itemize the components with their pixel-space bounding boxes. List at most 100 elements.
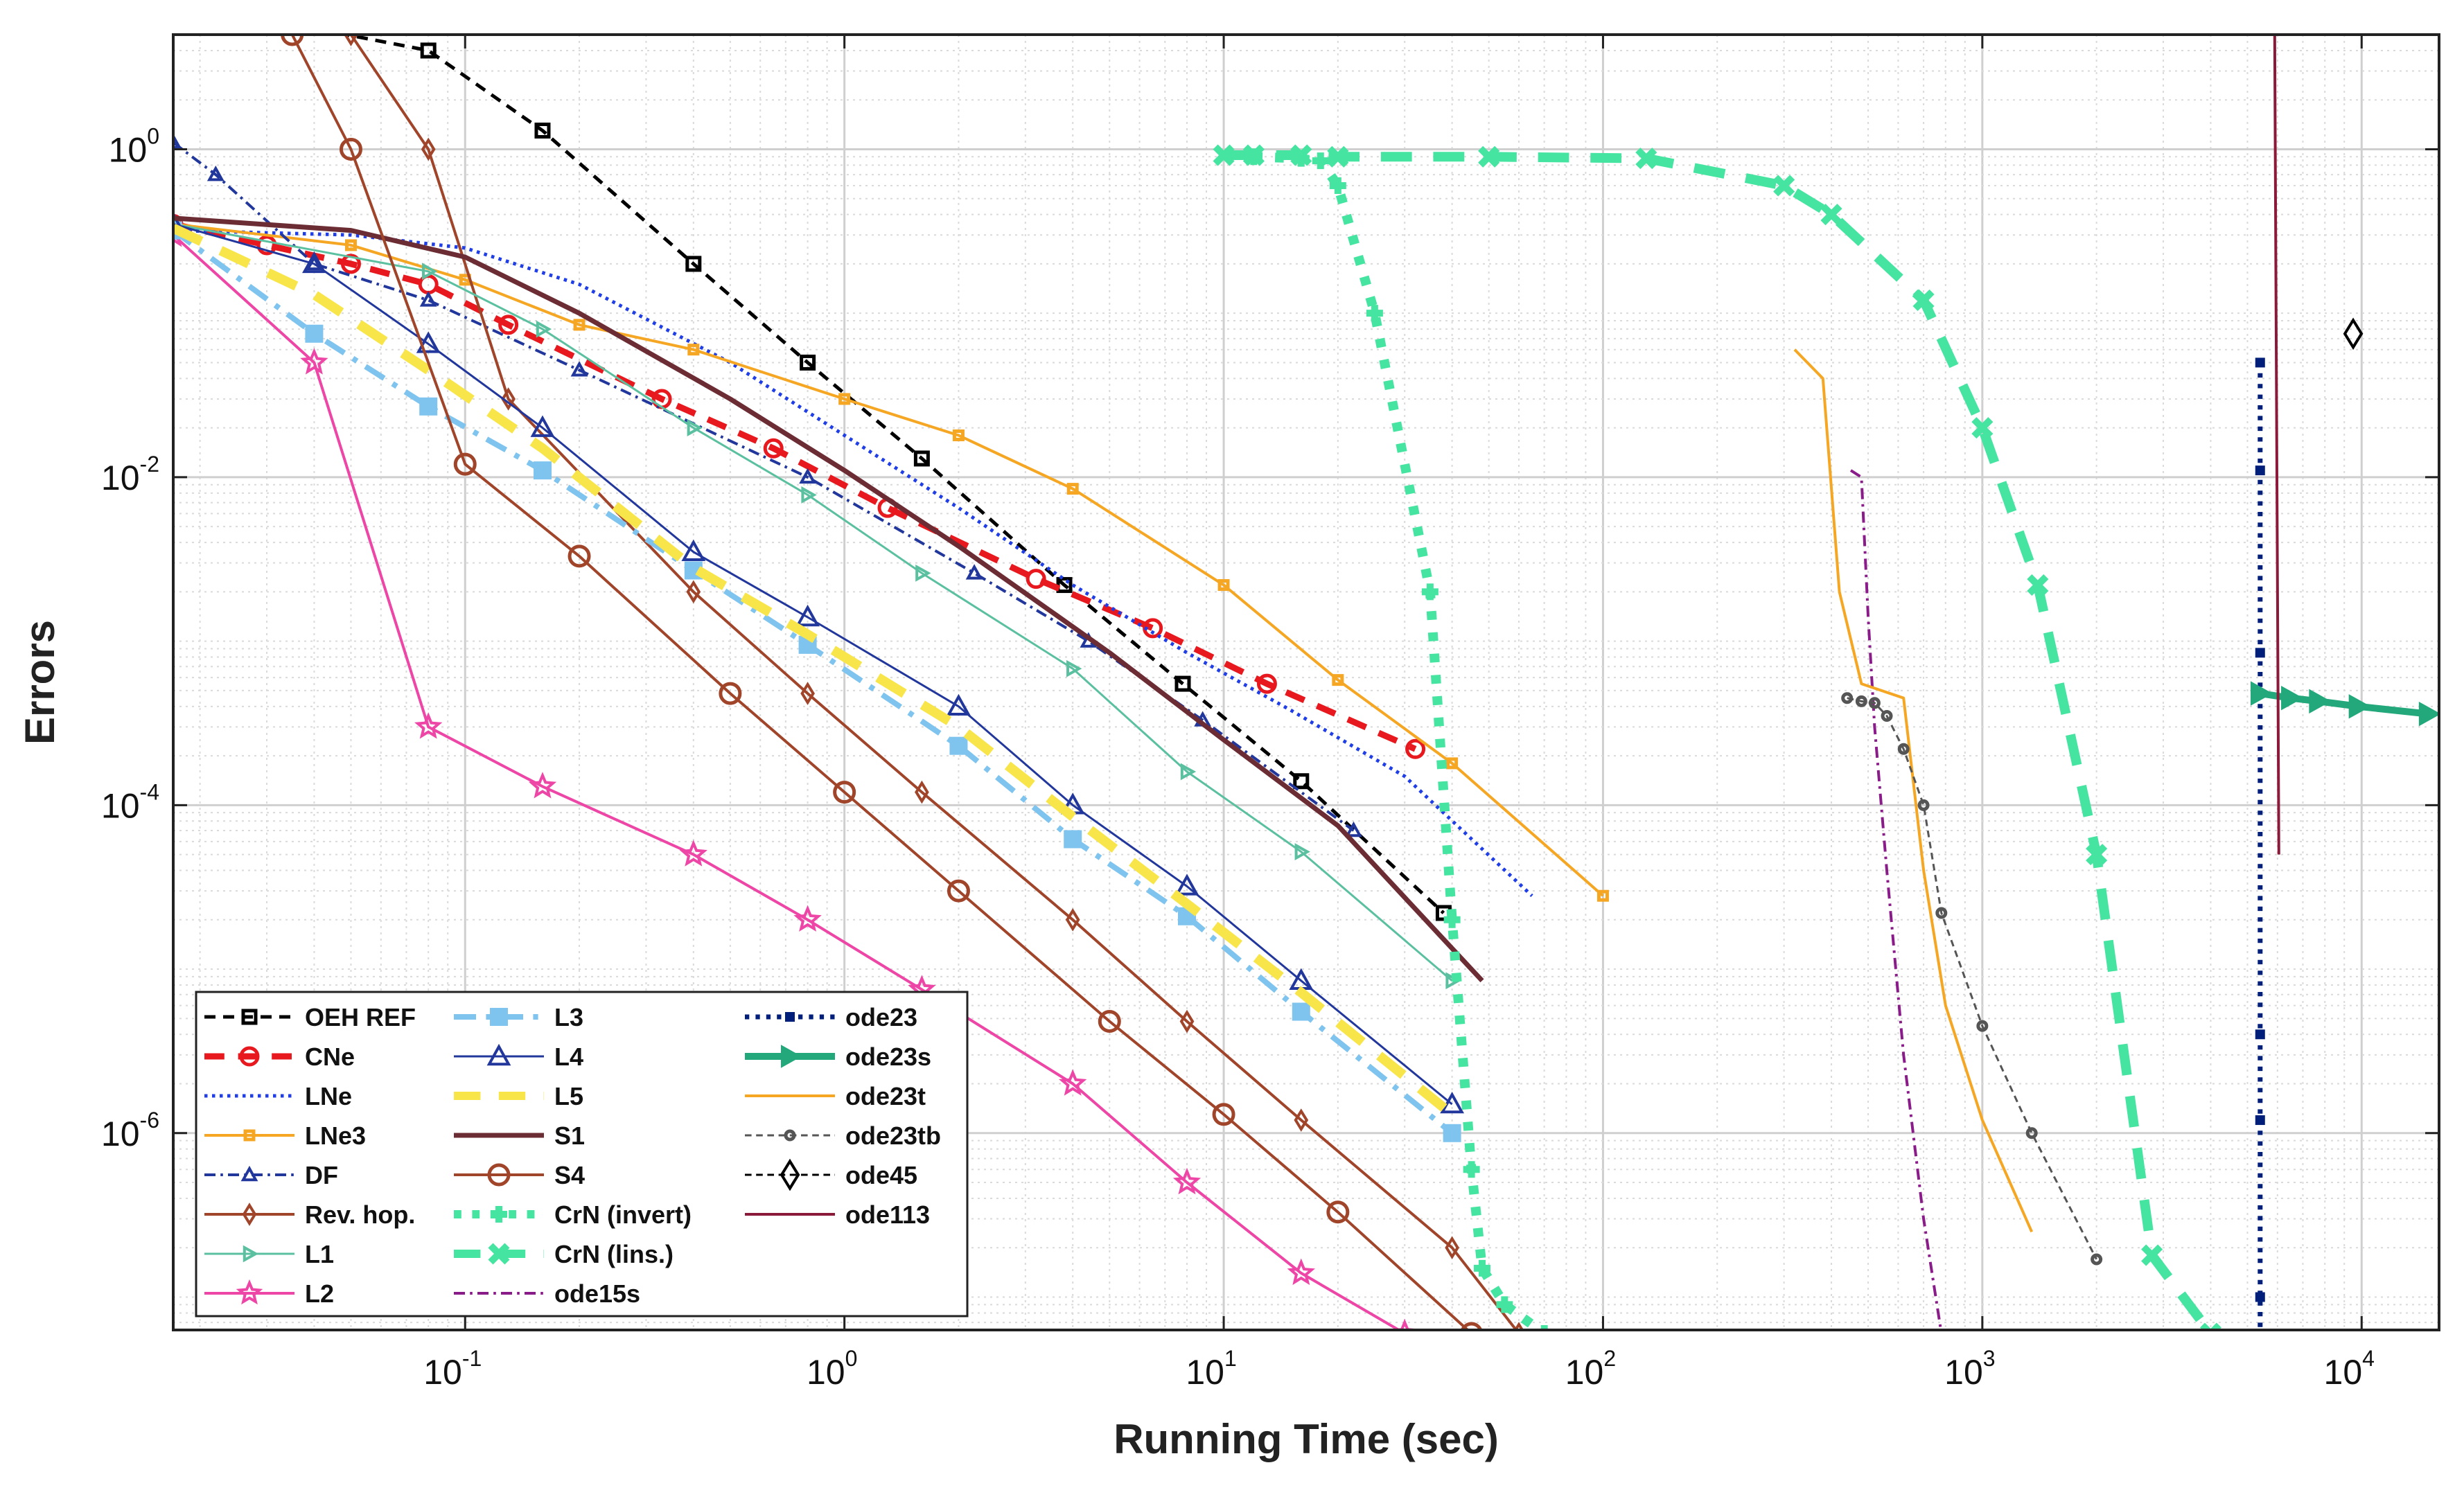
legend-label: ode15s — [554, 1279, 640, 1308]
data-point-s4 — [453, 452, 477, 476]
y-tick-label: 10-2 — [101, 452, 159, 497]
data-point-l4 — [173, 211, 186, 233]
data-point-s4 — [339, 137, 362, 161]
data-point-l1 — [1180, 763, 1197, 781]
legend-entry-l2: L2 — [204, 1279, 334, 1308]
data-point-crn-lins — [1478, 145, 1500, 168]
data-point-l1 — [915, 564, 931, 582]
series-line-ode23t — [1793, 348, 2034, 1233]
y-tick-label: 10-4 — [101, 779, 159, 825]
data-point-df — [173, 133, 182, 149]
data-point-l1 — [687, 419, 703, 437]
data-point-lne3 — [573, 319, 586, 331]
x-axis-label: Running Time (sec) — [1114, 1416, 1499, 1462]
legend-label: CrN (lins.) — [554, 1240, 674, 1268]
legend-label: ode23tb — [845, 1121, 941, 1150]
legend-entry-lne3: LNe3 — [204, 1121, 366, 1150]
data-point-crn-lins — [1820, 204, 1842, 226]
data-point-l4 — [795, 604, 820, 627]
data-point-crn-lins — [2199, 1322, 2221, 1330]
legend-entry-ode23t: ode23t — [745, 1082, 926, 1110]
data-point-ode23s — [2250, 681, 2273, 706]
legend-label: S4 — [554, 1161, 585, 1189]
data-point-crn-lins — [1773, 175, 1795, 197]
y-tick-label: 100 — [109, 123, 159, 169]
series-l5 — [173, 224, 1455, 1119]
data-point-oeh-ref — [1174, 675, 1191, 692]
legend-label: L3 — [554, 1003, 583, 1031]
data-point-rev-hop — [421, 137, 436, 161]
data-point-l1 — [801, 486, 817, 504]
legend-entry-df: DF — [204, 1161, 338, 1189]
data-point-l4 — [302, 251, 326, 274]
data-point-rev-hop — [501, 387, 516, 411]
data-point-l2 — [1287, 1258, 1315, 1286]
data-point-crn-invert — [1366, 305, 1383, 322]
legend-label: LNe3 — [305, 1121, 366, 1150]
data-point-ode23tb — [1868, 697, 1881, 709]
series-line-ode23tb — [1847, 697, 2097, 1260]
legend-entry-oeh-ref: OEH REF — [204, 1003, 416, 1031]
data-point-ode23 — [2255, 1292, 2265, 1302]
data-point-l4 — [1440, 1091, 1465, 1114]
data-point-l4 — [947, 693, 971, 716]
legend-marker-ode23s — [781, 1045, 802, 1068]
data-point-l2 — [300, 348, 328, 375]
data-point-l3 — [305, 324, 324, 343]
legend-label: ode23t — [845, 1082, 926, 1110]
data-point-cne — [1405, 738, 1426, 759]
legend-entry-s4: S4 — [454, 1161, 585, 1189]
series-line-l4 — [173, 222, 1453, 1106]
data-point-rev-hop — [1294, 1108, 1309, 1132]
legend-entry-s1: S1 — [454, 1121, 585, 1150]
legend-label: CNe — [305, 1043, 355, 1071]
data-point-ode23s — [2309, 689, 2332, 714]
data-point-s4 — [567, 544, 591, 568]
series-crn-lins — [1213, 144, 2221, 1330]
data-point-crn-invert — [1540, 1325, 1548, 1330]
data-point-l3 — [1064, 830, 1082, 849]
data-point-s4 — [1098, 1010, 1121, 1034]
legend-entry-ode23s: ode23s — [745, 1043, 931, 1071]
data-point-lne3 — [952, 429, 965, 441]
legend-label: ode113 — [845, 1200, 930, 1229]
data-point-ode23tb — [2091, 1253, 2103, 1266]
data-point-s4 — [281, 35, 304, 46]
data-point-crn-invert — [1329, 177, 1346, 194]
series-line-l1 — [173, 222, 1453, 982]
series-line-s4 — [290, 35, 1470, 1330]
data-point-s4 — [1326, 1200, 1350, 1224]
legend-marker-rev-hop — [242, 1203, 257, 1226]
data-point-df — [570, 361, 588, 377]
data-point-cne — [256, 235, 277, 256]
legend-marker-cne — [239, 1046, 260, 1067]
x-tick-label: 102 — [1565, 1346, 1616, 1392]
legend-marker-crn-invert — [491, 1206, 507, 1223]
data-point-cne — [498, 314, 519, 335]
data-point-l3 — [419, 397, 438, 416]
legend-label: L5 — [554, 1082, 583, 1110]
legend-label: LNe — [305, 1082, 352, 1110]
legend-marker-df — [240, 1165, 258, 1182]
series-line-ode113 — [2273, 35, 2280, 855]
data-point-crn-invert — [1496, 1296, 1513, 1313]
data-point-l4 — [416, 331, 441, 353]
data-point-l3 — [949, 736, 968, 755]
data-point-ode45 — [2343, 317, 2364, 351]
data-point-oeh-ref — [800, 354, 816, 371]
data-point-s4 — [833, 781, 856, 804]
legend-label: OEH REF — [305, 1003, 416, 1031]
data-point-ode23tb — [1841, 692, 1854, 704]
legend-entry-ode23: ode23 — [745, 1003, 917, 1031]
series-line-oeh-ref — [337, 35, 1445, 914]
data-point-crn-lins — [1327, 145, 1349, 168]
series-lne3 — [173, 218, 1609, 902]
series-line-l5 — [173, 224, 1455, 1119]
legend-marker-l4 — [486, 1043, 511, 1066]
legend-marker-ode23tb — [784, 1129, 796, 1142]
legend-entry-l5: L5 — [454, 1082, 583, 1110]
data-point-l2 — [679, 840, 707, 867]
data-point-s4 — [1460, 1322, 1483, 1330]
legend-entry-ode45: ode45 — [745, 1158, 917, 1191]
data-point-l4 — [1174, 873, 1199, 896]
